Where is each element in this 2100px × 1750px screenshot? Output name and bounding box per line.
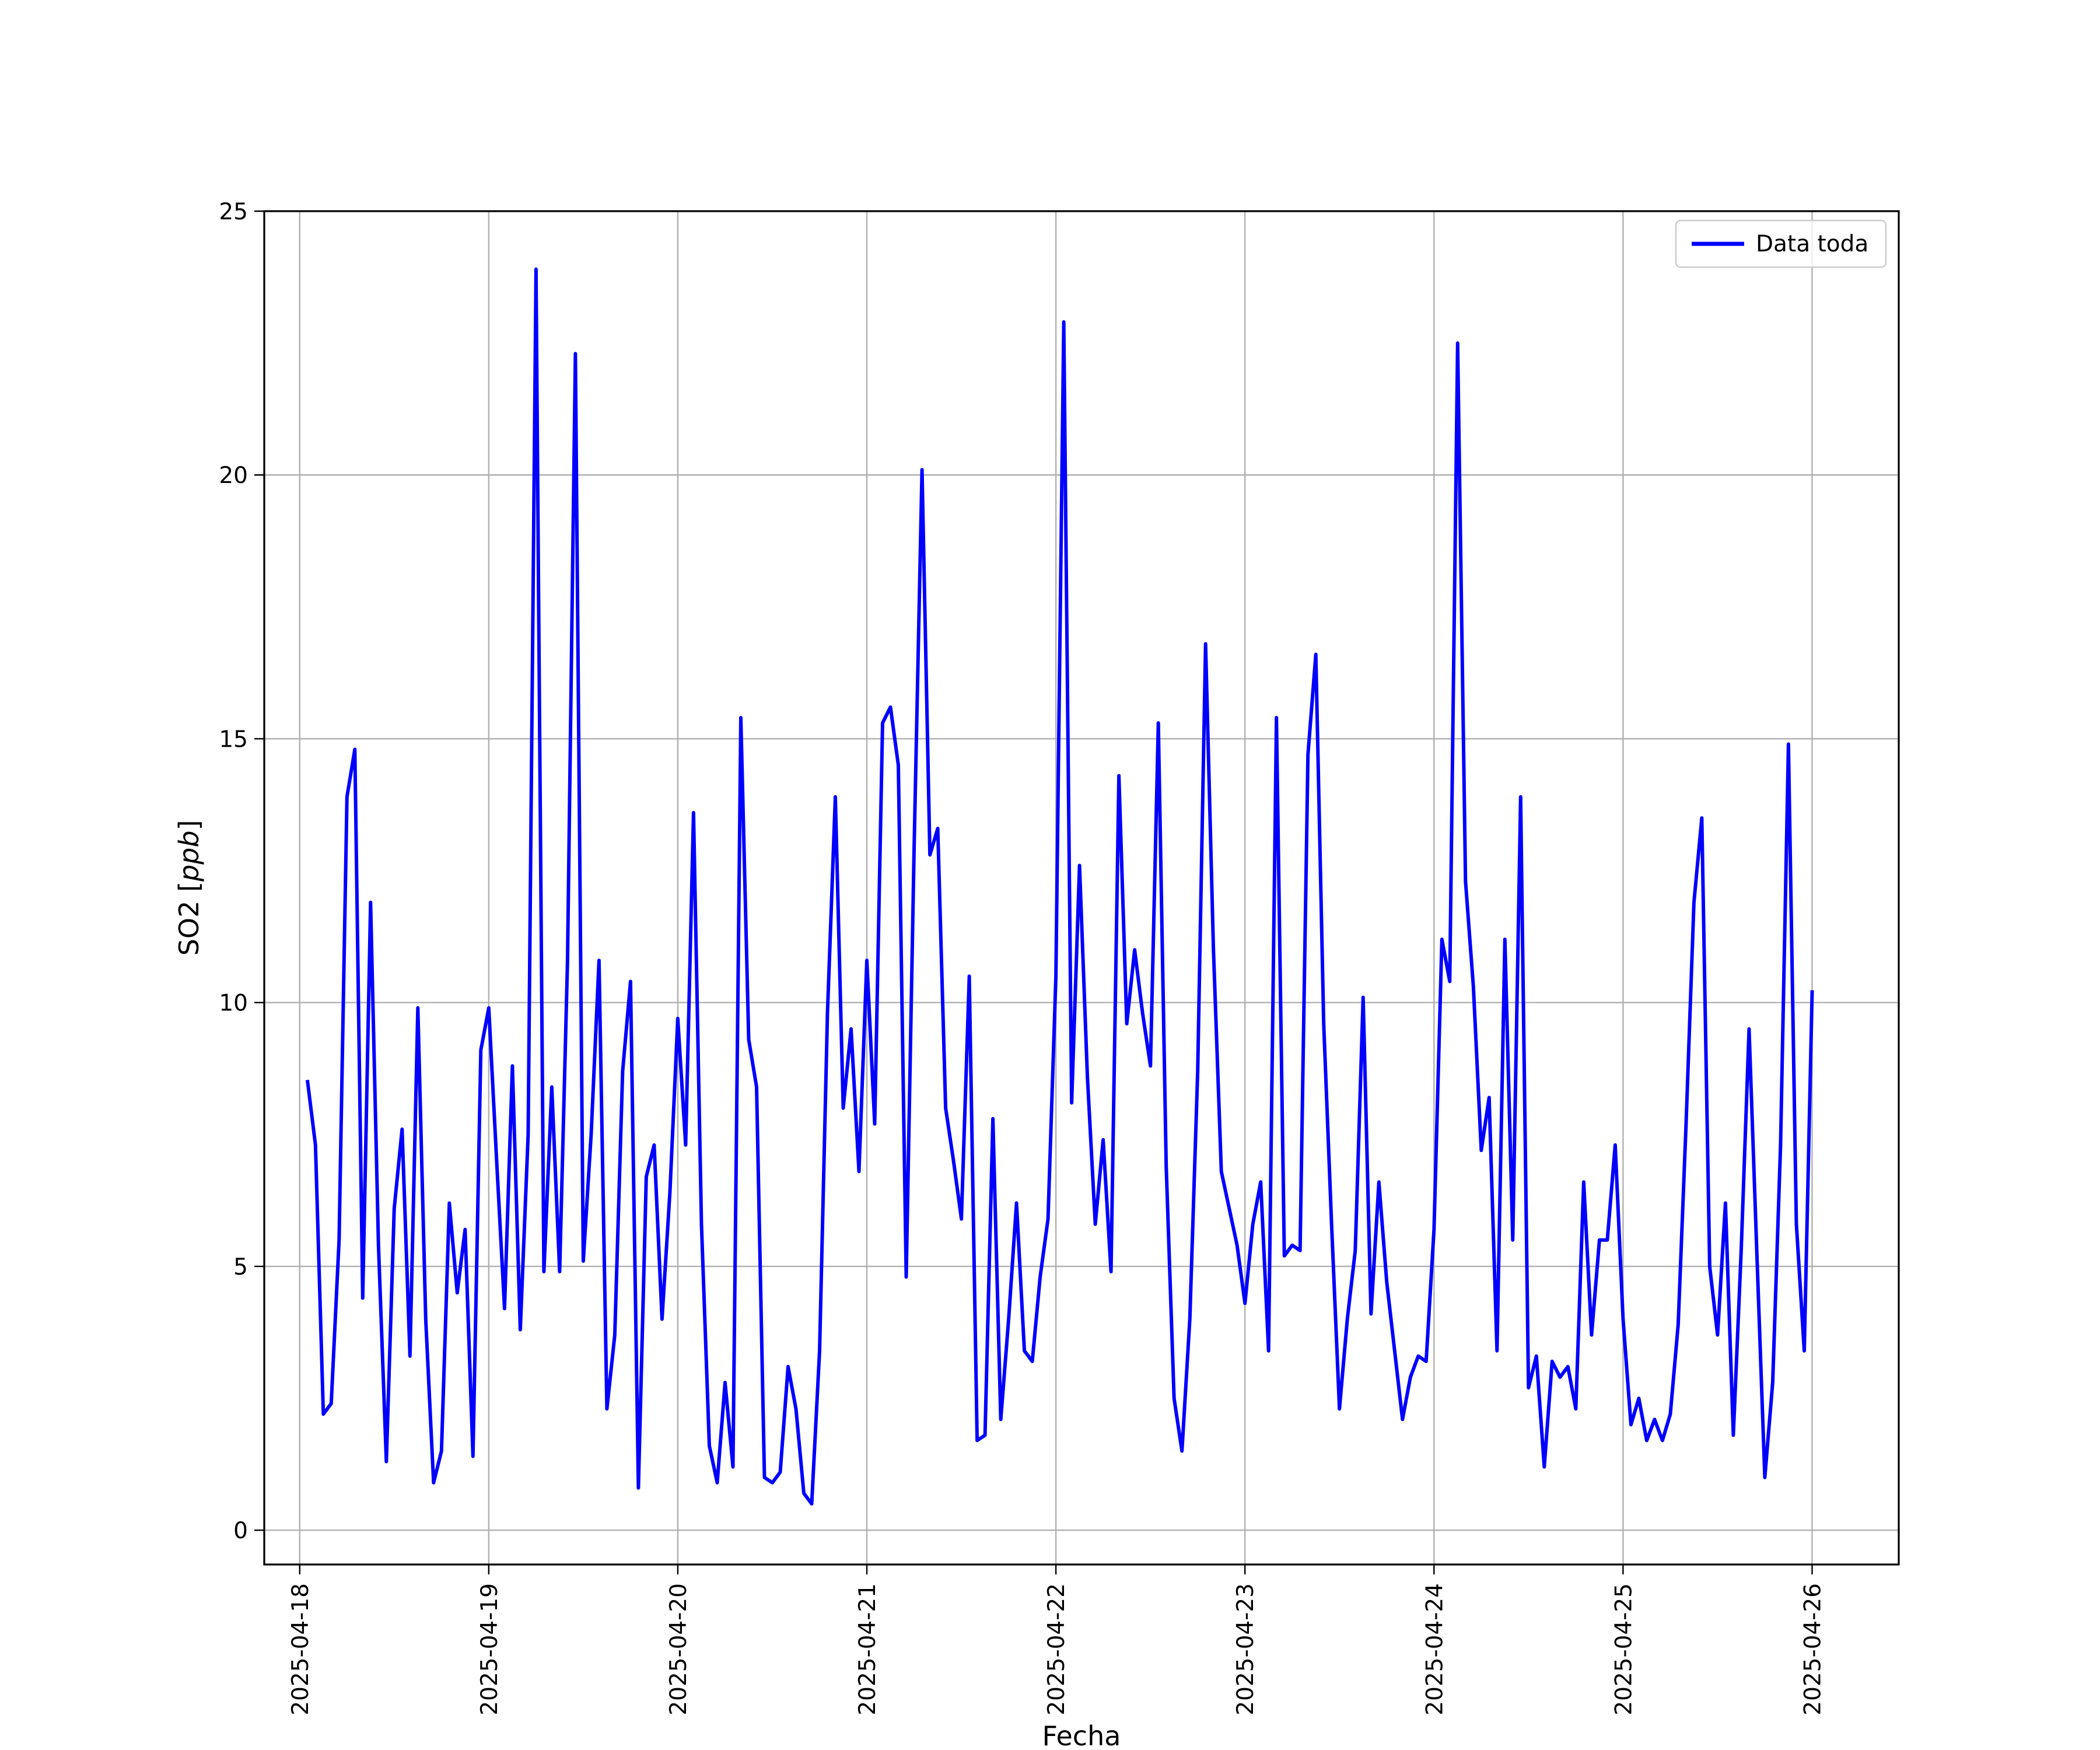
series-layer xyxy=(305,267,1814,1506)
y-axis-ticks: 0 5 10 15 20 25 xyxy=(219,199,264,1544)
y-axis-title-unit: ppb xyxy=(173,831,205,883)
x-tick-label: 2025-04-21 xyxy=(855,1583,881,1716)
x-tick-label: 2025-04-22 xyxy=(1044,1583,1070,1716)
x-tick-label: 2025-04-25 xyxy=(1611,1583,1637,1716)
legend-box xyxy=(1675,219,1887,268)
series-line-data-toda xyxy=(305,267,1814,1506)
legend-label: Data toda xyxy=(1756,231,1868,257)
x-tick-label: 2025-04-26 xyxy=(1800,1583,1826,1716)
x-tick-label: 2025-04-18 xyxy=(288,1583,314,1716)
y-tick-label: 5 xyxy=(233,1254,248,1280)
y-axis-title: SO2 [ppb] xyxy=(173,820,205,956)
x-tick-label: 2025-04-23 xyxy=(1233,1583,1259,1716)
y-tick-label: 15 xyxy=(219,726,248,752)
y-tick-label: 25 xyxy=(219,199,248,225)
y-tick-label: 20 xyxy=(219,463,248,489)
x-tick-label: 2025-04-20 xyxy=(666,1583,692,1716)
x-tick-label: 2025-04-19 xyxy=(477,1583,503,1716)
y-axis-title-main: SO2 [ xyxy=(173,881,205,956)
plot-frame xyxy=(263,210,1900,1566)
x-axis-title: Fecha xyxy=(1042,1720,1121,1750)
x-tick-label: 2025-04-24 xyxy=(1422,1583,1448,1716)
y-tick-label: 0 xyxy=(233,1518,248,1544)
x-axis-ticks: 2025-04-18 2025-04-19 2025-04-20 2025-04-21… xyxy=(288,1564,1826,1716)
y-tick-label: 10 xyxy=(219,991,248,1017)
legend: Data toda xyxy=(1675,219,1887,268)
y-axis-title-close: ] xyxy=(173,820,205,831)
